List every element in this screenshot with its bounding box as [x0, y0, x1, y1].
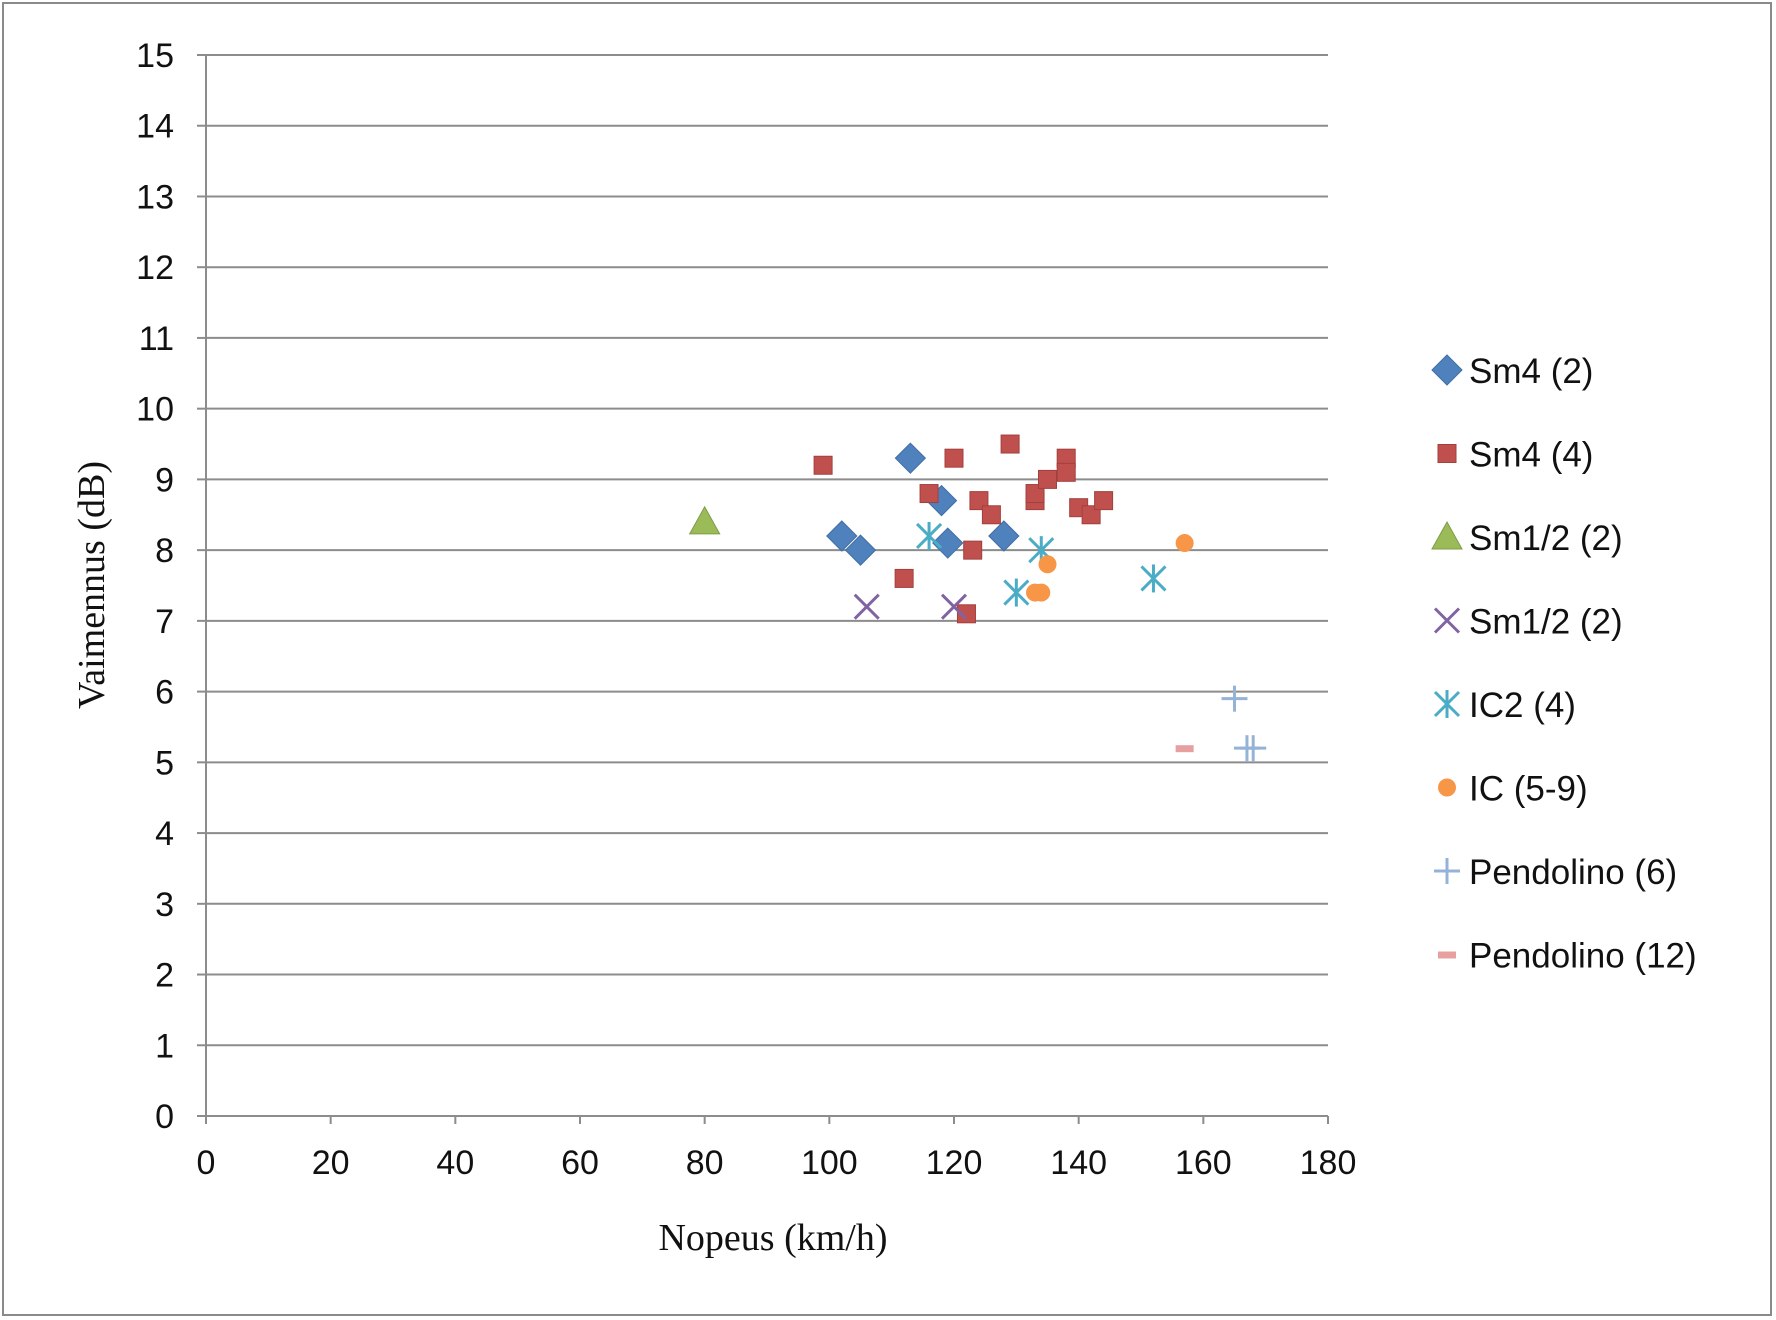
data-point [1140, 564, 1167, 593]
data-point [1081, 505, 1101, 525]
data-point [1175, 745, 1194, 753]
data-point [1038, 555, 1057, 574]
y-tick-label: 14 [136, 108, 174, 146]
legend-item: Pendolino (12) [1438, 937, 1697, 976]
data-point [1032, 583, 1051, 602]
data-point [932, 527, 964, 559]
y-tick-label: 11 [139, 320, 174, 358]
legend-marker [1433, 690, 1461, 718]
data-point [981, 505, 1001, 525]
data-point [1094, 491, 1114, 511]
x-tick-label: 140 [1050, 1144, 1107, 1182]
x-tick-label: 120 [926, 1144, 983, 1182]
legend-label: Sm1/2 (2) [1469, 603, 1623, 642]
y-tick-label: 1 [155, 1027, 174, 1065]
data-point [853, 593, 880, 620]
data-point [969, 491, 989, 511]
legend-item: Sm4 (2) [1431, 352, 1593, 391]
x-tick-label: 60 [561, 1144, 599, 1182]
y-tick-label: 12 [136, 249, 174, 287]
y-axis-title: Vaimennus (dB) [71, 461, 113, 709]
data-point [944, 448, 964, 468]
data-point [956, 604, 976, 624]
legend-label: Pendolino (6) [1469, 853, 1677, 892]
legend-label: IC2 (4) [1469, 686, 1576, 725]
x-tick-label: 180 [1300, 1144, 1357, 1182]
legend-label: Sm1/2 (2) [1469, 519, 1623, 558]
legend-item: Sm1/2 (2) [1431, 519, 1623, 558]
data-point [1221, 685, 1248, 712]
legend-item: Pendolino (6) [1434, 853, 1677, 892]
data-point [1025, 484, 1045, 504]
data-point [1175, 534, 1194, 553]
legend-marker [1438, 778, 1456, 797]
legend-label: Pendolino (12) [1469, 937, 1697, 976]
data-point [894, 568, 914, 588]
data-points [688, 434, 1267, 762]
x-tick-label: 0 [197, 1144, 216, 1182]
y-tick-label: 7 [155, 603, 174, 641]
data-point [844, 534, 877, 566]
y-tick-label: 6 [155, 674, 174, 712]
axes [197, 54, 1329, 1124]
legend-marker [1434, 858, 1460, 884]
data-point [1003, 578, 1030, 607]
legend-item: IC2 (4) [1433, 686, 1576, 725]
legend-marker [1433, 607, 1461, 634]
legend-marker [1431, 354, 1463, 386]
legend-label: Sm4 (4) [1469, 436, 1593, 475]
x-tick-label: 20 [312, 1144, 350, 1182]
legend-marker [1431, 520, 1463, 550]
data-point [963, 540, 983, 560]
data-point [894, 442, 927, 474]
data-point [1056, 462, 1076, 482]
y-tick-label: 3 [155, 886, 174, 924]
x-axis-title: Nopeus (km/h) [658, 1217, 887, 1259]
data-point [688, 505, 721, 535]
data-point [919, 484, 939, 504]
y-tick-label: 0 [155, 1098, 174, 1136]
y-tick-label: 8 [155, 532, 174, 570]
y-tick-label: 2 [155, 957, 174, 995]
x-tick-label: 80 [686, 1144, 724, 1182]
data-point [1038, 469, 1057, 489]
legend: Sm4 (2) Sm4 (4) Sm1/2 (2) Sm1/2 (2) IC2 (4) I… [1431, 352, 1697, 976]
legend-item: Sm1/2 (2) [1433, 603, 1623, 642]
data-point [916, 521, 943, 550]
legend-marker [1438, 951, 1456, 959]
x-tick-labels: 0 20 40 60 80 100 120 140 160 180 [197, 1144, 1357, 1182]
y-tick-label: 13 [136, 178, 174, 216]
data-point [826, 520, 858, 552]
y-tick-label: 15 [136, 37, 174, 75]
legend-item: IC (5-9) [1438, 770, 1588, 809]
legend-label: IC (5-9) [1469, 770, 1588, 809]
legend-label: Sm4 (2) [1469, 352, 1593, 391]
x-tick-label: 40 [436, 1144, 474, 1182]
legend-marker [1437, 444, 1457, 463]
data-point [940, 593, 968, 620]
data-point [1000, 434, 1020, 454]
y-tick-label: 9 [155, 461, 174, 499]
y-tick-label: 4 [155, 815, 174, 853]
y-tick-label: 10 [136, 391, 174, 429]
data-point [1240, 735, 1267, 762]
x-tick-label: 160 [1175, 1144, 1232, 1182]
y-tick-label: 5 [155, 744, 174, 782]
data-point [813, 455, 833, 475]
x-tick-label: 100 [801, 1144, 858, 1182]
grid-lines [206, 54, 1328, 1047]
legend-item: Sm4 (4) [1437, 436, 1593, 475]
data-point [988, 520, 1020, 552]
